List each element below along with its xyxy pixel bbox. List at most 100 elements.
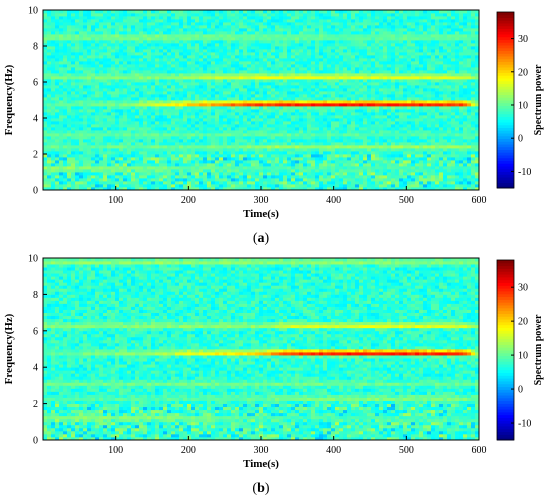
heatmap-cell <box>139 112 144 116</box>
heatmap-cell <box>151 73 156 77</box>
heatmap-cell <box>103 133 108 137</box>
heatmap-cell <box>63 82 68 86</box>
heatmap-cell <box>83 187 88 191</box>
heatmap-cell <box>339 79 344 83</box>
heatmap-cell <box>367 112 372 116</box>
heatmap-cell <box>115 28 120 32</box>
heatmap-cell <box>91 175 96 179</box>
heatmap-cell <box>327 19 332 23</box>
heatmap-cell <box>343 121 348 125</box>
heatmap-cell <box>91 169 96 173</box>
heatmap-cell <box>299 139 304 143</box>
heatmap-cell <box>139 169 144 173</box>
heatmap-cell <box>71 76 76 80</box>
heatmap-cell <box>83 109 88 113</box>
heatmap-cell <box>311 43 316 47</box>
heatmap-cell <box>219 43 224 47</box>
heatmap-cell <box>259 19 264 23</box>
heatmap-cell <box>303 100 308 104</box>
heatmap-cell <box>251 31 256 35</box>
heatmap-cell <box>367 124 372 128</box>
heatmap-cell <box>159 88 164 92</box>
heatmap-cell <box>247 103 252 107</box>
heatmap-cell <box>103 82 108 86</box>
heatmap-cell <box>367 79 372 83</box>
heatmap-cell <box>235 115 240 119</box>
heatmap-cell <box>255 97 260 101</box>
heatmap-cell <box>147 115 152 119</box>
heatmap-cell <box>95 82 100 86</box>
heatmap-cell <box>291 34 296 38</box>
heatmap-cell <box>363 124 368 128</box>
heatmap-cell <box>227 25 232 29</box>
heatmap-cell <box>303 67 308 71</box>
heatmap-cell <box>315 40 320 44</box>
heatmap-cell <box>355 181 360 185</box>
heatmap-cell <box>315 67 320 71</box>
heatmap-cell <box>239 184 244 188</box>
heatmap-cell <box>215 103 220 107</box>
heatmap-cell <box>335 103 340 107</box>
heatmap-cell <box>351 145 356 149</box>
heatmap-cell <box>67 115 72 119</box>
heatmap-cell <box>327 181 332 185</box>
heatmap-cell <box>311 97 316 101</box>
heatmap-cell <box>111 136 116 140</box>
heatmap-cell <box>131 88 136 92</box>
heatmap-cell <box>215 151 220 155</box>
heatmap-cell <box>299 151 304 155</box>
heatmap-cell <box>243 43 248 47</box>
heatmap-cell <box>271 121 276 125</box>
heatmap-cell <box>299 19 304 23</box>
heatmap-cell <box>67 46 72 50</box>
heatmap-cell <box>71 178 76 182</box>
heatmap-cell <box>95 169 100 173</box>
heatmap-cell <box>223 43 228 47</box>
heatmap-cell <box>371 52 376 56</box>
heatmap-cell <box>367 163 372 167</box>
heatmap-cell <box>167 136 172 140</box>
heatmap-cell <box>359 121 364 125</box>
heatmap-cell <box>351 124 356 128</box>
heatmap-cell <box>279 172 284 176</box>
heatmap-cell <box>183 10 188 14</box>
heatmap-cell <box>111 187 116 191</box>
heatmap-cell <box>287 67 292 71</box>
heatmap-cell <box>227 73 232 77</box>
heatmap-cell <box>191 73 196 77</box>
heatmap-cell <box>95 184 100 188</box>
heatmap-cell <box>287 19 292 23</box>
heatmap-cell <box>303 187 308 191</box>
heatmap-cell <box>131 130 136 134</box>
heatmap-cell <box>63 40 68 44</box>
heatmap-cell <box>171 175 176 179</box>
heatmap-cell <box>299 103 304 107</box>
heatmap-cell <box>175 187 180 191</box>
heatmap-cell <box>43 151 48 155</box>
heatmap-cell <box>235 157 240 161</box>
heatmap-cell <box>251 181 256 185</box>
heatmap-cell <box>195 28 200 32</box>
heatmap-cell <box>247 148 252 152</box>
heatmap-cell <box>343 79 348 83</box>
heatmap-cell <box>79 91 84 95</box>
heatmap-cell <box>139 40 144 44</box>
heatmap-cell <box>307 58 312 62</box>
heatmap-cell <box>343 37 348 41</box>
heatmap-cell <box>159 13 164 17</box>
heatmap-cell <box>75 163 80 167</box>
heatmap-cell <box>311 127 316 131</box>
heatmap-cell <box>187 49 192 53</box>
heatmap-cell <box>319 148 324 152</box>
heatmap-cell <box>55 16 60 20</box>
heatmap-cell <box>211 139 216 143</box>
heatmap-cell <box>263 67 268 71</box>
heatmap-cell <box>63 139 68 143</box>
heatmap-cell <box>363 133 368 137</box>
heatmap-cell <box>51 64 56 68</box>
heatmap-cell <box>203 109 208 113</box>
heatmap-cell <box>263 46 268 50</box>
heatmap-cell <box>263 109 268 113</box>
heatmap-cell <box>263 25 268 29</box>
heatmap-cell <box>247 121 252 125</box>
